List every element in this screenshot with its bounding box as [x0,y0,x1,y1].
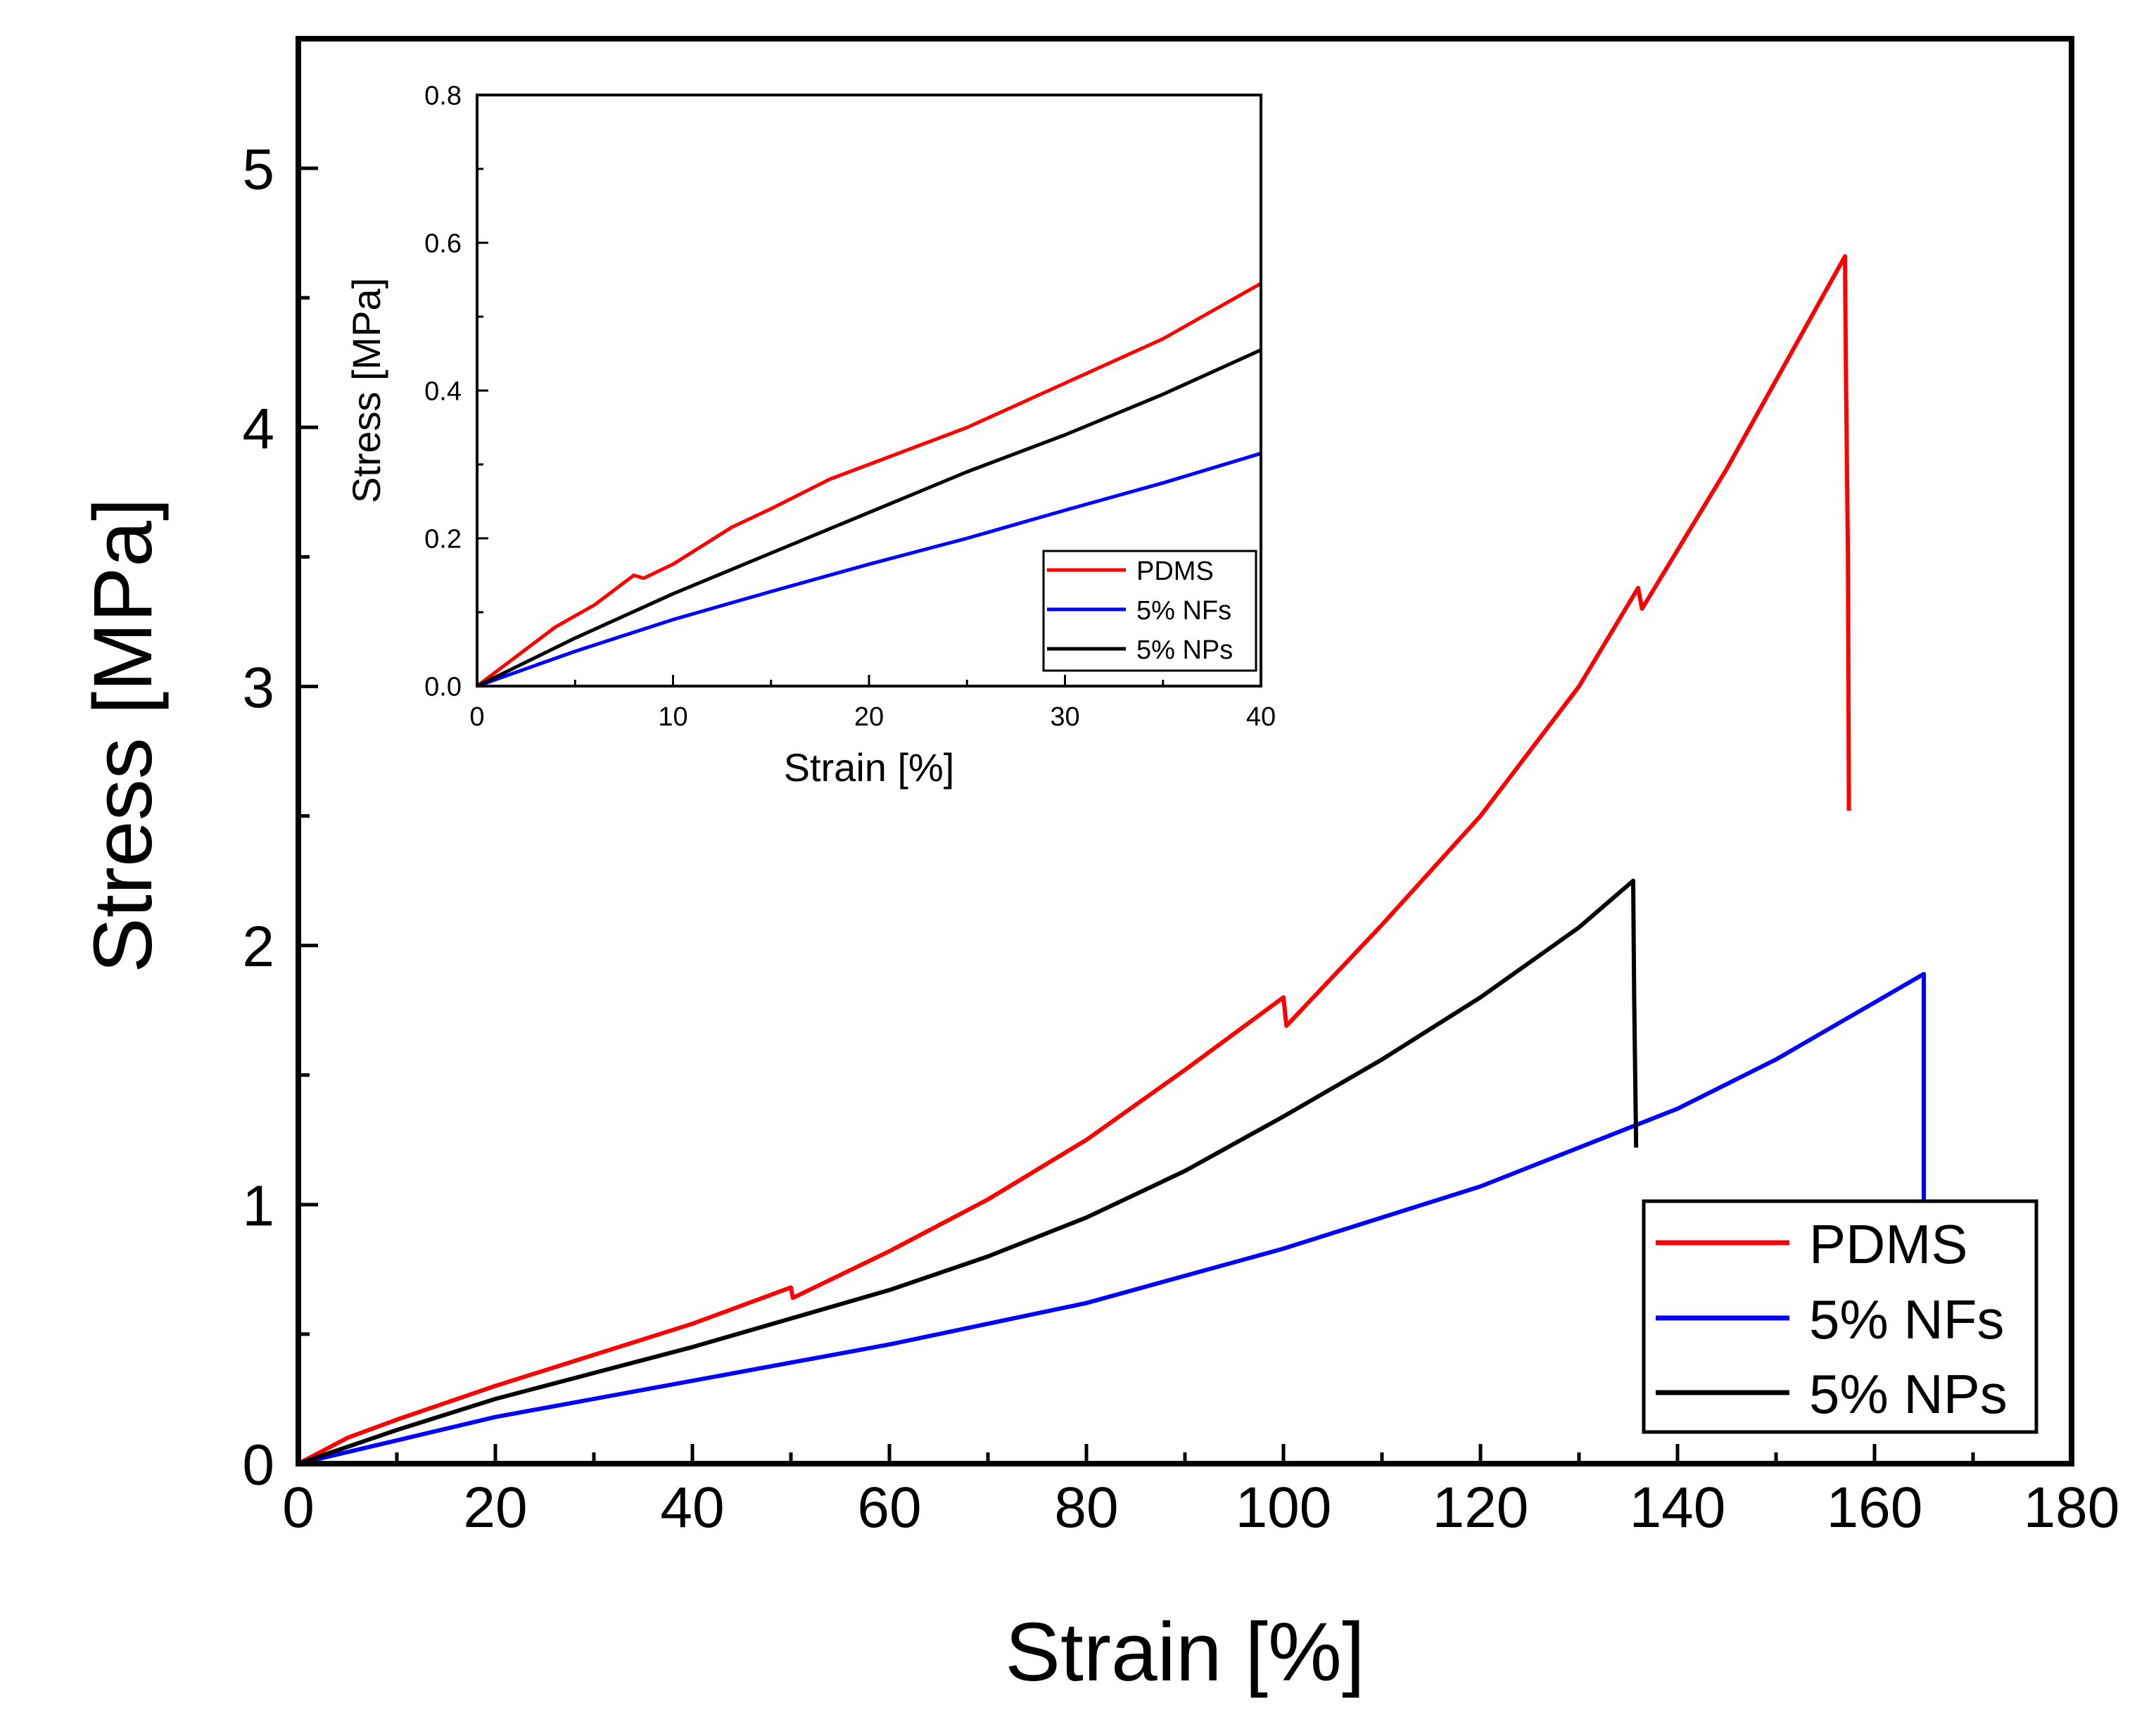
inset-y-tick-label: 0.4 [424,377,462,407]
main-y-tick-label: 5 [242,138,274,202]
main-series-pdms [297,254,1851,1466]
main-legend-label-nps: 5% NPs [1809,1363,2008,1425]
inset-tick-labels: 0 10 20 30 40 0.0 0.2 0.4 0.6 0.8 [424,82,1276,732]
inset-y-tick-label: 0.2 [424,525,462,555]
main-x-axis-label: Strain [%] [1005,1606,1365,1699]
main-legend-label-pdms: PDMS [1809,1213,1967,1275]
main-x-tick-label: 140 [1630,1476,1726,1540]
main-legend: PDMS 5% NFs 5% NPs [1642,1199,2038,1434]
main-legend-label-nfs: 5% NFs [1809,1288,2004,1350]
main-series-5-nfs [298,972,1926,1466]
inset-series-group [476,281,1262,688]
inset-series-pdms [476,281,1262,688]
main-x-tick-label: 180 [2024,1476,2120,1540]
main-series-group [297,254,1926,1466]
inset-ticks [476,94,1262,688]
main-ticks [296,166,2074,1466]
inset-y-tick-label: 0.8 [424,82,462,111]
inset-x-tick-label: 10 [658,702,687,732]
main-y-tick-label: 4 [242,397,274,461]
inset-legend-label-pdms: PDMS [1136,557,1214,586]
main-y-tick-label: 1 [242,1174,274,1238]
inset-y-axis-label: Stress [MPa] [344,278,388,504]
inset-x-tick-label: 20 [854,702,884,732]
main-x-tick-label: 60 [857,1476,921,1540]
inset-legend-label-nfs: 5% NFs [1136,596,1231,626]
inset-y-tick-label: 0.0 [424,673,462,702]
inset-series-5-nps [476,348,1262,688]
inset-x-tick-label: 0 [469,702,484,732]
inset-series-5-nfs [476,451,1262,688]
main-x-tick-label: 160 [1827,1476,1923,1540]
main-x-tick-label: 100 [1236,1476,1332,1540]
inset-x-tick-label: 30 [1050,702,1079,732]
main-y-tick-label: 2 [242,915,274,979]
inset-x-axis-label: Strain [%] [784,745,955,790]
main-x-tick-label: 20 [463,1476,527,1540]
inset-y-tick-label: 0.6 [424,229,462,259]
inset-legend-label-nps: 5% NPs [1136,635,1233,665]
main-y-axis-label: Stress [MPa] [77,498,170,972]
inset-legend: PDMS 5% NFs 5% NPs [1042,550,1257,672]
main-series-5-nps [298,878,1639,1466]
main-x-tick-label: 120 [1433,1476,1529,1540]
main-x-tick-label: 80 [1054,1476,1118,1540]
main-x-tick-label: 0 [282,1476,315,1540]
inset-chart: 0 10 20 30 40 0.0 0.2 0.4 0.6 0.8 Strain [%] Stre… [344,82,1276,790]
main-y-tick-label: 3 [242,656,274,720]
inset-x-tick-label: 40 [1246,702,1276,732]
main-x-tick-label: 40 [660,1476,724,1540]
main-y-tick-label: 0 [242,1433,274,1497]
